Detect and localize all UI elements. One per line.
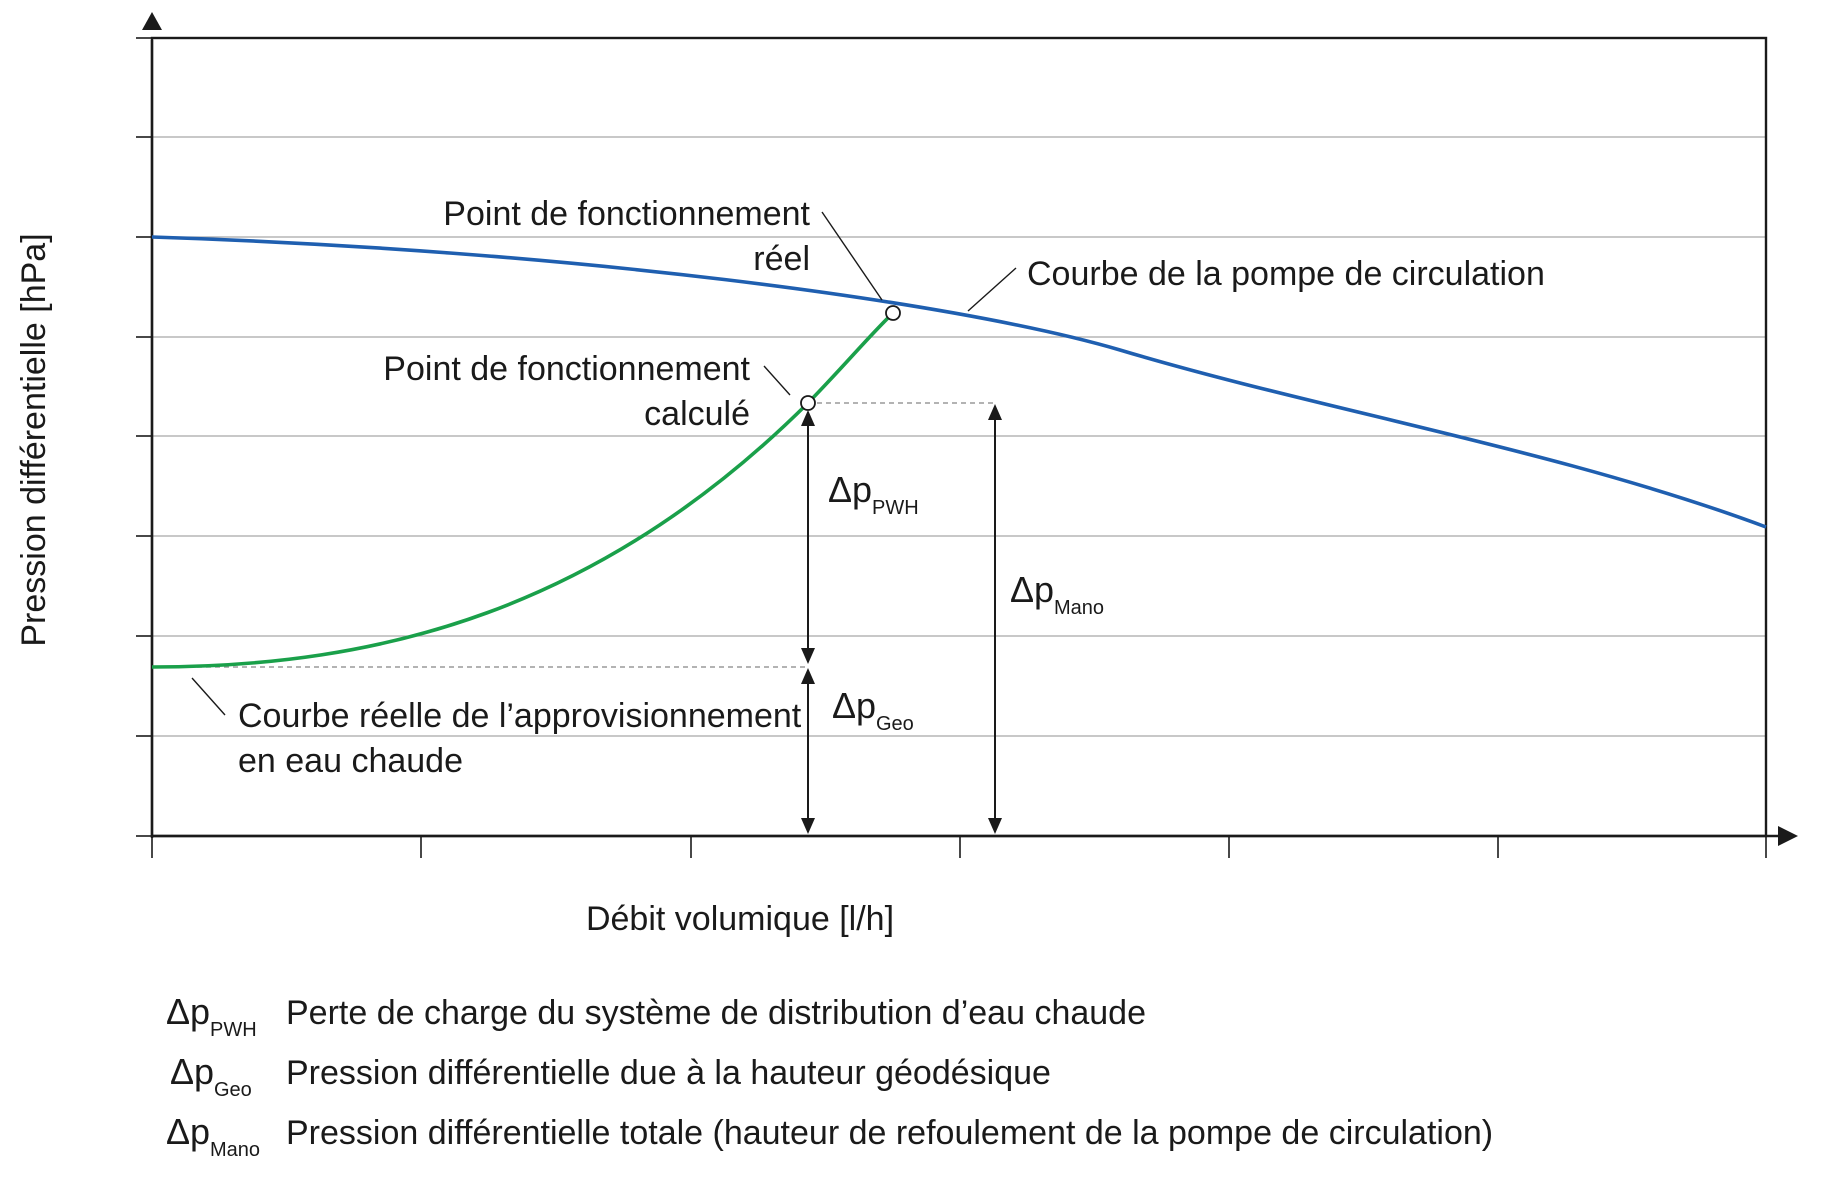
y-axis: [136, 12, 162, 838]
calculated-point-label-line1: Point de fonctionnement: [383, 350, 750, 388]
legend-pwh-subscript: PWH: [210, 1019, 257, 1041]
calculated-point-leader-line: [763, 365, 791, 396]
mano-dimension-label: Δp Mano: [1010, 569, 1104, 619]
system-curve: [151, 311, 895, 669]
geo-subscript: Geo: [876, 713, 914, 735]
system-curve-label-line2: en eau chaude: [238, 742, 463, 780]
legend-geo-symbol: Δp: [170, 1051, 214, 1092]
calculated-point-label-line2: calculé: [644, 395, 750, 433]
real-point-label-line1: Point de fonctionnement: [443, 195, 810, 233]
dimension-pwh-arrow: [801, 410, 815, 664]
legend-mano-subscript: Mano: [210, 1139, 260, 1161]
legend-pwh-text: Perte de charge du système de distributi…: [286, 994, 1146, 1032]
legend: Δp PWH Perte de charge du système de dis…: [166, 991, 1493, 1161]
legend-mano-text: Pression différentielle totale (hauteur …: [286, 1114, 1493, 1152]
calculated-operating-point-marker: [800, 395, 816, 411]
legend-item-mano: Δp Mano Pression différentielle totale (…: [166, 1111, 1493, 1161]
legend-pwh-symbol: Δp: [166, 991, 210, 1032]
legend-item-geo: Δp Geo Pression différentielle due à la …: [170, 1051, 1051, 1101]
mano-subscript: Mano: [1054, 597, 1104, 619]
geo-dimension-label: Δp Geo: [832, 685, 914, 735]
legend-geo-text: Pression différentielle due à la hauteur…: [286, 1054, 1051, 1092]
system-curve-label-line1: Courbe réelle de l’approvisionnement: [238, 697, 802, 735]
pwh-symbol: Δp: [828, 469, 872, 510]
y-axis-label: Pression différentielle [hPa]: [15, 233, 53, 646]
legend-mano-symbol: Δp: [166, 1111, 210, 1152]
real-operating-point-marker: [885, 305, 901, 321]
pwh-dimension-label: Δp PWH: [828, 469, 919, 519]
x-axis-label: Débit volumique [l/h]: [586, 900, 894, 938]
pump-curve-label: Courbe de la pompe de circulation: [1027, 255, 1545, 293]
real-point-leader-line: [821, 211, 883, 301]
pump-curve-leader-line: [967, 267, 1017, 312]
legend-geo-subscript: Geo: [214, 1079, 252, 1101]
geo-symbol: Δp: [832, 685, 876, 726]
x-axis-arrowhead: [1778, 826, 1798, 846]
legend-item-pwh: Δp PWH Perte de charge du système de dis…: [166, 991, 1146, 1041]
y-axis-arrowhead: [142, 12, 162, 30]
dimension-mano-arrow: [988, 404, 1002, 834]
grid: [152, 136, 1766, 737]
mano-symbol: Δp: [1010, 569, 1054, 610]
real-point-label-line2: réel: [753, 240, 810, 278]
pump-curve: [151, 235, 1767, 529]
dimension-geo-arrow: [801, 668, 815, 834]
system-curve-leader-line: [191, 677, 226, 716]
x-axis: [151, 826, 1798, 858]
pwh-subscript: PWH: [872, 497, 919, 519]
